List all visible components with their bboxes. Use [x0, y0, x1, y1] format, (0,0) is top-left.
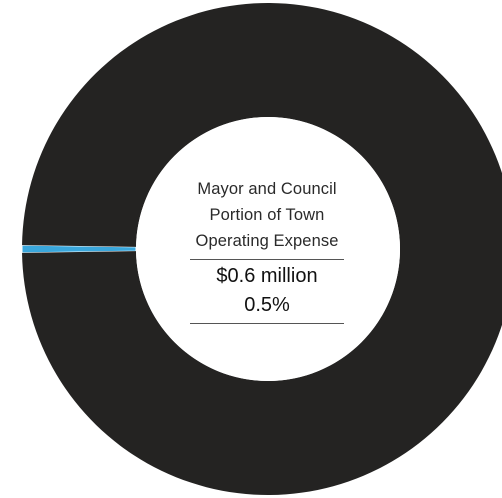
center-title-line-1: Mayor and Council — [197, 180, 337, 198]
center-amount: $0.6 million — [216, 265, 318, 287]
center-divider-top — [190, 259, 344, 260]
center-label: Mayor and Council Portion of Town Operat… — [186, 176, 348, 324]
center-title-line-2: Portion of Town — [209, 206, 325, 224]
center-divider-bottom — [190, 323, 344, 324]
center-percent: 0.5% — [244, 294, 290, 316]
center-title-line-3: Operating Expense — [195, 232, 339, 250]
donut-slice-other — [22, 3, 502, 495]
donut-hole — [136, 117, 400, 381]
center-title: Mayor and Council Portion of Town Operat… — [186, 176, 348, 254]
